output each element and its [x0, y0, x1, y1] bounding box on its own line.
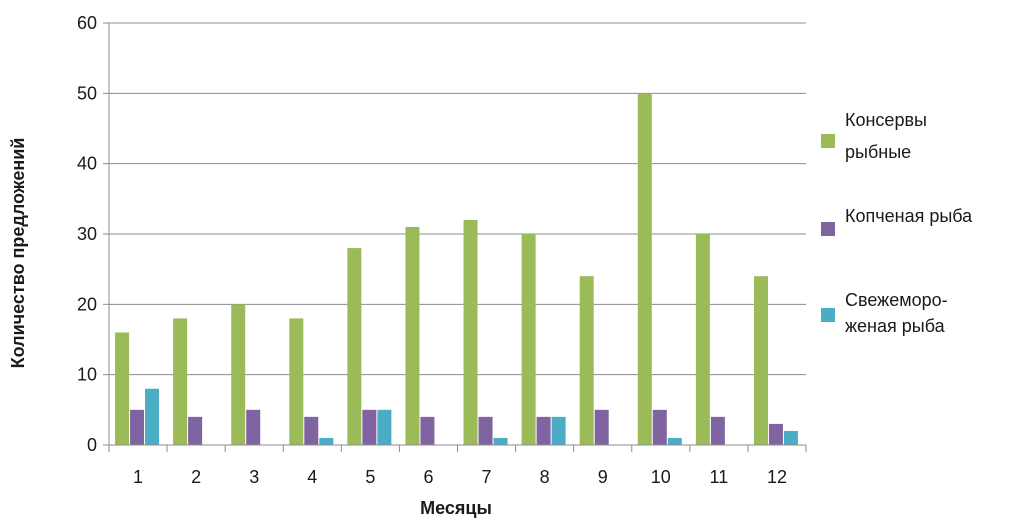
legend: Консервы рыбные Копченая рыба Свежеморо-жен… [821, 110, 973, 336]
bar-series-1-month-4 [289, 318, 304, 445]
y-tick-label: 50 [77, 83, 97, 103]
legend-label: Консервы рыбные [845, 110, 927, 162]
y-tick-label: 0 [87, 435, 97, 455]
x-tick-labels: 1 2 3 4 5 6 7 8 9 10 11 12 [133, 467, 787, 487]
bar-series-2-month-6 [420, 416, 435, 445]
x-tick-label: 3 [249, 467, 259, 487]
x-tick-label: 6 [423, 467, 433, 487]
bar-series-1-month-7 [463, 219, 478, 445]
bar-series-2-month-7 [478, 416, 493, 445]
y-tick-label: 20 [77, 294, 97, 314]
bar-series-1-month-9 [579, 276, 594, 445]
bar-series-1-month-12 [753, 276, 768, 445]
bar-series-1-month-3 [231, 304, 246, 445]
y-tick-label: 30 [77, 224, 97, 244]
legend-item-1: Консервы рыбные [821, 110, 927, 162]
bar-series-2-month-8 [536, 416, 551, 445]
bar-series-2-month-4 [304, 416, 319, 445]
bar-series-1-month-2 [173, 318, 188, 445]
x-tick-label: 4 [307, 467, 317, 487]
bar-series-3-month-4 [319, 437, 334, 445]
x-tick-label: 11 [710, 467, 729, 487]
bar-series-1-month-8 [521, 234, 536, 445]
y-axis-title: Количество предложений [8, 138, 28, 369]
y-tick-labels: 0 10 20 30 40 50 60 [77, 13, 97, 455]
gridlines [109, 22, 806, 376]
bar-series-3-month-8 [551, 416, 566, 445]
legend-label: Свежеморо-женая рыба [845, 290, 948, 336]
bar-series-3-month-10 [667, 437, 682, 445]
bar-series-1-month-6 [405, 226, 420, 445]
bar-series-2-month-11 [710, 416, 725, 445]
x-tick-label: 1 [133, 467, 143, 487]
legend-swatch [821, 134, 835, 148]
bar-series-3-month-7 [493, 437, 508, 445]
bar-series-3-month-12 [783, 430, 798, 445]
bar-series-2-month-2 [188, 416, 203, 445]
legend-item-3: Свежеморо-женая рыба [821, 290, 948, 336]
legend-swatch [821, 308, 835, 322]
bar-series-1-month-1 [115, 332, 130, 445]
legend-label: Копченая рыба [845, 206, 973, 226]
bar-series-1-month-11 [695, 234, 710, 445]
x-tick-label: 8 [540, 467, 550, 487]
x-tick-label: 7 [482, 467, 492, 487]
bar-series-1-month-10 [637, 93, 652, 445]
axes [103, 22, 807, 452]
x-tick-label: 2 [191, 467, 201, 487]
bar-series-1-month-5 [347, 248, 362, 445]
bar-series-2-month-9 [594, 409, 609, 445]
y-tick-label: 60 [77, 13, 97, 33]
legend-item-2: Копченая рыба [821, 206, 973, 236]
bar-series-2-month-12 [768, 423, 783, 445]
legend-swatch [821, 222, 835, 236]
y-tick-label: 40 [77, 154, 97, 174]
x-tick-label: 9 [598, 467, 608, 487]
bar-series-3-month-1 [145, 388, 160, 445]
bar-series-2-month-3 [246, 409, 261, 445]
x-tick-label: 10 [651, 467, 671, 487]
y-tick-label: 10 [77, 365, 97, 385]
x-tick-label: 5 [365, 467, 375, 487]
bar-series-3-month-5 [377, 409, 392, 445]
x-axis-title: Месяцы [420, 498, 492, 518]
bar-series-2-month-5 [362, 409, 377, 445]
bars [115, 93, 798, 445]
bar-series-2-month-1 [130, 409, 145, 445]
bar-series-2-month-10 [652, 409, 667, 445]
x-tick-label: 12 [767, 467, 787, 487]
